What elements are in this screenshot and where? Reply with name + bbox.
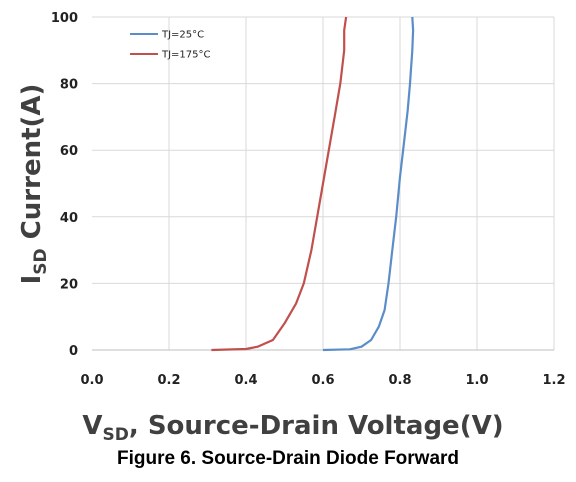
tick-labels: 0.0 0.2 0.4 0.6 0.8 1.0 1.2 0 20 40 60 80 100 — [51, 11, 566, 388]
x-tick-label: 0.0 — [80, 373, 103, 388]
y-tick-label: 100 — [51, 11, 78, 26]
y-axis-label-subscript: SD — [31, 248, 51, 274]
y-tick-label: 0 — [69, 344, 78, 359]
x-axis-label: VSD, Source-Drain Voltage(V) — [82, 411, 503, 445]
x-tick-label: 0.8 — [388, 373, 411, 388]
y-axis-label: ISD Current(A) — [17, 84, 51, 285]
x-tick-label: 0.6 — [311, 373, 334, 388]
y-tick-label: 40 — [60, 211, 78, 226]
series-line-2 — [211, 16, 348, 352]
series-lines — [211, 16, 415, 352]
y-tick-label: 80 — [60, 78, 78, 93]
x-tick-label: 1.2 — [542, 373, 565, 388]
legend-label-2: TJ=175°C — [161, 50, 211, 61]
figure-caption: Figure 6. Source-Drain Diode Forward — [116, 448, 460, 469]
y-tick-label: 20 — [60, 277, 78, 292]
x-axis-label-symbol: V — [82, 411, 102, 441]
x-axis-label-subscript: SD — [103, 425, 129, 445]
series-line-1 — [322, 16, 415, 352]
grid — [92, 16, 555, 350]
legend-label-1: TJ=25°C — [161, 30, 204, 41]
y-tick-label: 60 — [60, 144, 78, 159]
x-tick-label: 1.0 — [465, 373, 488, 388]
y-axis-label-text: Current(A) — [17, 84, 47, 249]
x-tick-label: 0.4 — [234, 373, 257, 388]
x-tick-label: 0.2 — [157, 373, 180, 388]
x-axis-label-text: , Source-Drain Voltage(V) — [129, 411, 504, 441]
legend: TJ=25°C TJ=175°C — [130, 30, 211, 61]
y-axis-label-symbol: I — [17, 275, 47, 285]
